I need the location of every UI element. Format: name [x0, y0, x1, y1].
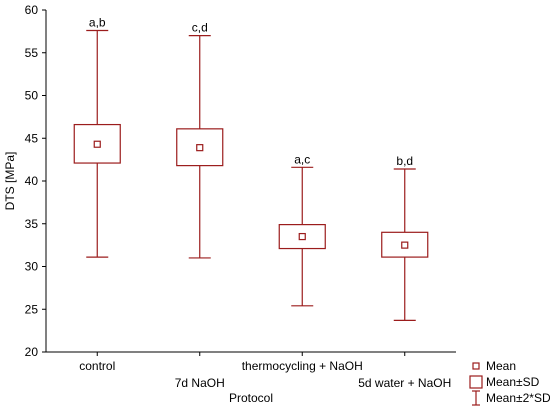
significance-label: c,d — [192, 21, 208, 35]
x-tick-label: 5d water + NaOH — [358, 376, 451, 390]
y-axis-label: DTS [MPa] — [3, 152, 17, 211]
y-tick-label: 45 — [25, 131, 39, 145]
box-group: a,b — [73, 16, 121, 258]
legend: Mean Mean±SD Mean±2*SD — [469, 359, 550, 406]
y-tick-label: 60 — [25, 3, 39, 17]
box-group: a,c — [278, 152, 326, 307]
y-tick-label: 35 — [25, 217, 39, 231]
legend-item-sd: Mean±SD — [469, 375, 540, 389]
y-tick-label: 55 — [25, 46, 39, 60]
x-tick-label: 7d NaOH — [175, 376, 225, 390]
significance-label: b,d — [396, 154, 413, 168]
legend-sd-icon — [469, 375, 483, 389]
axes — [45, 10, 456, 353]
legend-label: Mean — [486, 359, 516, 373]
y-tick-label: 50 — [25, 89, 39, 103]
legend-item-sd2: Mean±2*SD — [472, 390, 550, 406]
y-tick-label: 40 — [25, 174, 39, 188]
legend-mean-icon — [472, 362, 480, 370]
boxes: a,b c,d a,c b,d — [73, 16, 429, 321]
legend-label: Mean±2*SD — [486, 391, 550, 405]
sd-box — [381, 231, 429, 258]
box-group: c,d — [176, 21, 224, 259]
x-tick-label: thermocycling + NaOH — [242, 359, 363, 373]
x-axis-label: Protocol — [229, 391, 273, 405]
y-tick-label: 30 — [25, 260, 39, 274]
mean-marker — [298, 232, 306, 241]
mean-marker — [401, 241, 409, 249]
y-tick-label: 20 — [25, 345, 39, 359]
mean-marker — [196, 144, 204, 152]
box-group: b,d — [381, 154, 429, 321]
mean-marker — [93, 140, 101, 148]
legend-item-mean: Mean — [472, 359, 516, 373]
y-tick-label: 25 — [25, 302, 39, 316]
significance-label: a,b — [89, 16, 106, 30]
y-axis-ticks: 20 25 30 35 40 45 50 55 60 — [25, 3, 46, 359]
significance-label: a,c — [294, 152, 310, 166]
x-axis-ticks: control 7d NaOH thermocycling + NaOH 5d wat… — [79, 352, 451, 390]
x-tick-label: control — [79, 359, 115, 373]
legend-label: Mean±SD — [486, 375, 540, 389]
